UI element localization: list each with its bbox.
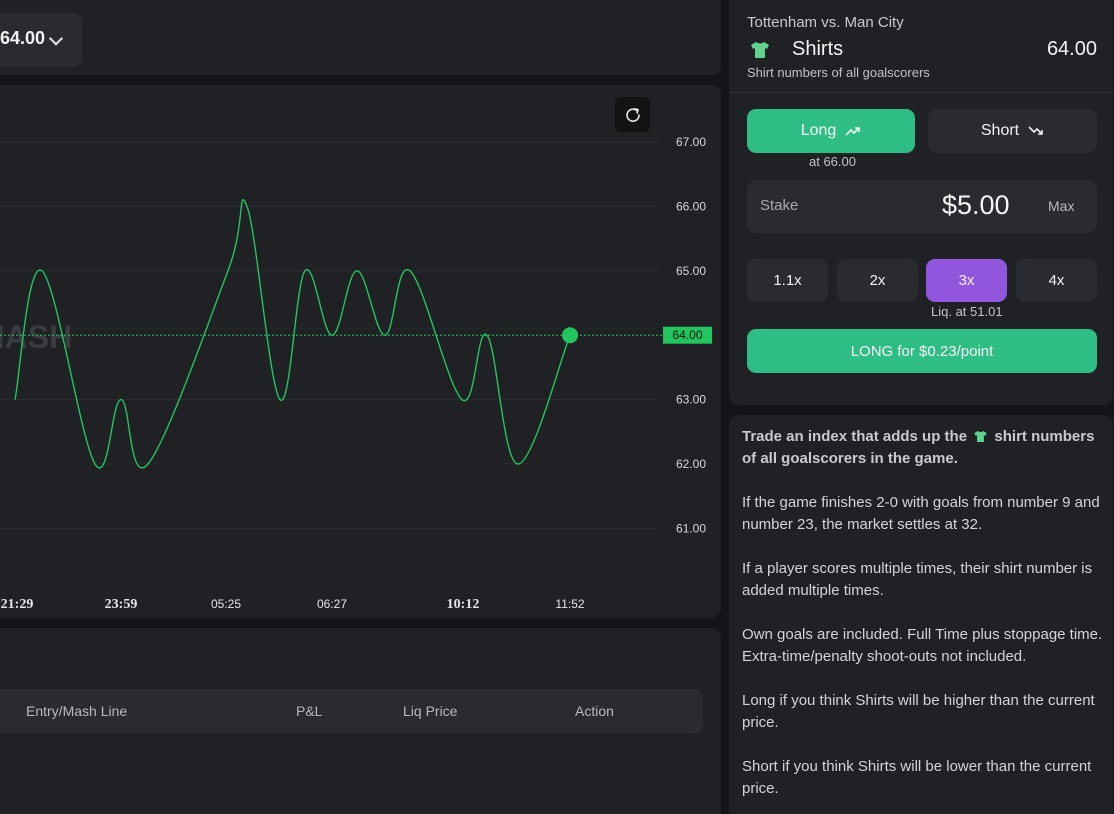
- x-tick-label: 10:12: [447, 597, 480, 612]
- trending-up-icon: [845, 127, 861, 136]
- match-title: Tottenham vs. Man City: [747, 14, 904, 31]
- long-entry-price: at 66.00: [809, 154, 856, 169]
- top-bar: [0, 0, 721, 75]
- shirt-icon: [751, 42, 769, 58]
- current-price-label: 64.00: [672, 328, 702, 342]
- y-tick-label: 63.00: [676, 393, 706, 407]
- price-chart: MASH 67.00 66.00 65.00 63.00 62.00 61.00 64.0…: [0, 135, 712, 612]
- x-tick-label: 21:29: [1, 597, 34, 612]
- max-button[interactable]: Max: [1048, 198, 1075, 214]
- y-tick-label: 61.00: [676, 521, 706, 535]
- short-button[interactable]: Short: [928, 109, 1097, 153]
- short-button-label: Short: [980, 122, 1020, 139]
- column-liq-price: Liq Price: [403, 703, 458, 719]
- stake-value[interactable]: $5.00: [942, 190, 1010, 220]
- shirt-icon: [974, 431, 987, 442]
- y-tick-label: 66.00: [676, 199, 706, 213]
- positions-table-header: Entry/Mash Line P&L Liq Price Action: [0, 689, 703, 733]
- x-tick-label: 23:59: [105, 597, 138, 612]
- leverage-1-1x-button[interactable]: 1.1x: [747, 259, 828, 302]
- place-long-button[interactable]: LONG for $0.23/point: [747, 329, 1097, 373]
- x-tick-label: 05:25: [211, 597, 241, 611]
- column-action: Action: [575, 703, 614, 719]
- x-tick-label: 11:52: [555, 597, 584, 611]
- price-selector[interactable]: 64.00: [0, 13, 82, 67]
- leverage-4x-button[interactable]: 4x: [1016, 259, 1097, 302]
- refresh-button[interactable]: [615, 97, 650, 132]
- trending-down-icon: [1028, 126, 1043, 135]
- column-pnl: P&L: [296, 703, 323, 719]
- x-tick-label: 06:27: [317, 597, 347, 611]
- info-paragraph: Long if you think Shirts will be higher …: [742, 692, 1095, 731]
- info-panel: [729, 415, 1113, 814]
- info-paragraph: If the game finishes 2-0 with goals from…: [742, 494, 1100, 533]
- divider: [729, 92, 1113, 93]
- market-price: 64.00: [1046, 38, 1097, 60]
- info-intro: Trade an index that adds up the shirt nu…: [742, 428, 1095, 467]
- price-selector-value: 64.00: [0, 28, 46, 48]
- y-tick-label: 65.00: [676, 264, 706, 278]
- y-tick-label: 67.00: [676, 135, 706, 149]
- chart-watermark: MASH: [0, 319, 72, 355]
- chart-panel: [0, 85, 721, 618]
- column-entry-mash-line: Entry/Mash Line: [26, 703, 128, 719]
- market-name: Shirts: [792, 38, 844, 60]
- market-info-text: Trade an index that adds up the shirt nu…: [742, 426, 1107, 814]
- last-price-marker: [562, 327, 578, 344]
- refresh-icon: [625, 107, 640, 122]
- long-button[interactable]: Long: [747, 109, 915, 153]
- y-tick-label: 62.00: [676, 457, 706, 471]
- current-price-tag: 64.00: [663, 326, 712, 344]
- market-description: Shirt numbers of all goalscorers: [747, 65, 930, 80]
- stake-label: Stake: [760, 197, 799, 214]
- long-button-label: Long: [800, 122, 837, 139]
- leverage-2x-button[interactable]: 2x: [837, 259, 918, 302]
- info-paragraph: Own goals are included. Full Time plus s…: [742, 626, 1103, 665]
- leverage-3x-button[interactable]: 3x: [926, 259, 1007, 302]
- price-series-line: [14, 199, 571, 469]
- info-paragraph: If a player scores multiple times, their…: [742, 560, 1093, 599]
- stake-input[interactable]: [747, 180, 1097, 233]
- info-paragraph: Short if you think Shirts will be lower …: [742, 758, 1092, 797]
- liquidation-price: Liq. at 51.01: [931, 304, 1003, 319]
